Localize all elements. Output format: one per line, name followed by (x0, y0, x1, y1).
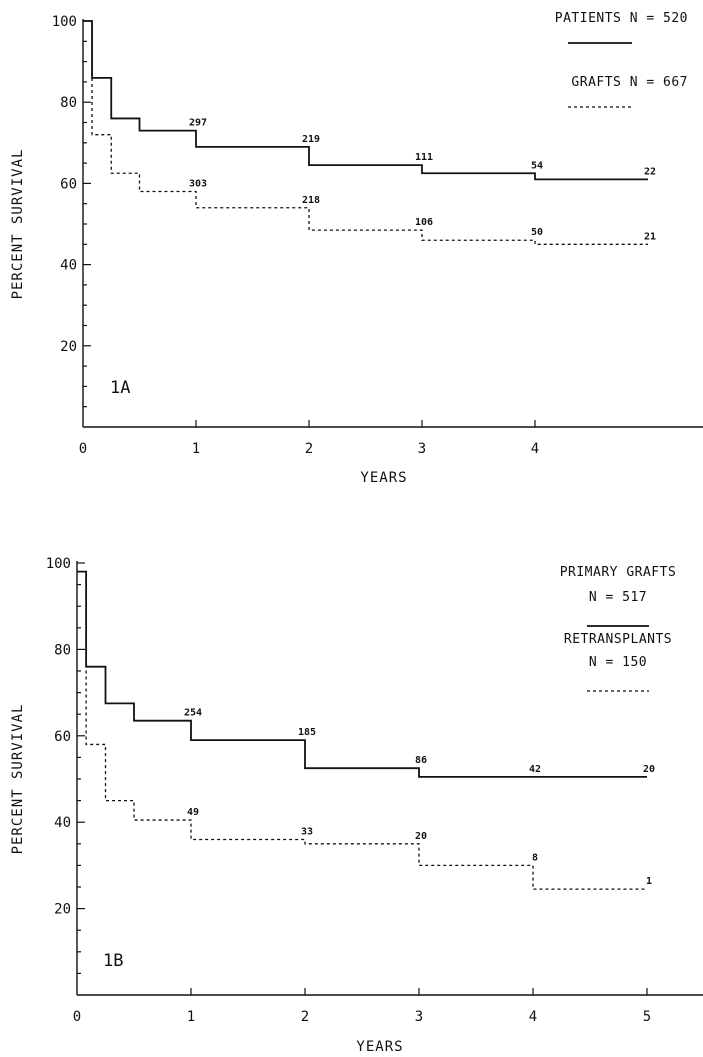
chart-1b-legend: PRIMARY GRAFTS N = 517 RETRANSPLANTS N = 15… (560, 565, 677, 692)
chart-1b-x-tick-label: 3 (415, 1009, 423, 1025)
chart-1b-y-tick-label: 20 (54, 902, 71, 918)
chart-1a-series-grafts-risk-label: 303 (189, 179, 207, 190)
chart-1a-x-tick-label: 0 (79, 441, 87, 457)
chart-1b-series-primary-grafts-risk-label: 42 (529, 764, 541, 775)
chart-1a: 20 40 60 80 100 0 1 2 3 4 YEARS PERCENT SURVIVAL 1A 2… (10, 11, 703, 486)
chart-1b-series-retransplants-risk-label: 1 (646, 876, 652, 887)
chart-1b-legend-retransplants-label: RETRANSPLANTS (564, 632, 672, 647)
chart-1b-x-tick-label: 1 (187, 1009, 195, 1025)
chart-1b-x-axis-label: YEARS (356, 1039, 403, 1055)
chart-1b-series-retransplants-line (77, 570, 647, 890)
chart-1a-series-patients-risk-label: 297 (189, 118, 207, 129)
chart-1a-y-tick-label: 100 (52, 14, 77, 30)
chart-1b-x-tick-label: 2 (301, 1009, 309, 1025)
chart-1a-series-grafts-risk-label: 50 (531, 227, 543, 238)
chart-1a-series-patients-risk-label: 219 (302, 134, 320, 145)
chart-1a-x-tick-label: 1 (192, 441, 200, 457)
chart-1b-legend-primary-grafts-label: PRIMARY GRAFTS (560, 565, 677, 580)
chart-1b-y-axis-label: PERCENT SURVIVAL (10, 704, 26, 855)
chart-1b: 20 40 60 80 100 0 1 2 3 4 5 YEARS PERCENT SURVIVAL 1B… (10, 556, 703, 1055)
chart-1b-y-tick-label: 100 (46, 556, 71, 572)
chart-1a-y-tick-label: 60 (60, 176, 77, 192)
chart-1b-legend-retransplants-count: N = 150 (589, 655, 647, 670)
chart-1a-series-patients-risk-label: 22 (644, 166, 656, 177)
chart-1b-x-tick-label: 4 (529, 1009, 537, 1025)
chart-1b-y-tick-label: 40 (54, 815, 71, 831)
chart-1a-x-tick-label: 3 (418, 441, 426, 457)
chart-1a-series-grafts-risk-label: 106 (415, 217, 433, 228)
chart-1a-y-tick-label: 20 (60, 339, 77, 355)
chart-1a-series-patients-risk-label: 54 (531, 160, 543, 171)
chart-1b-panel-label: 1B (103, 951, 123, 971)
chart-1a-series-grafts-line (83, 20, 648, 245)
chart-1b-x-tick-label: 5 (643, 1009, 651, 1025)
chart-1a-legend: PATIENTS N = 520 GRAFTS N = 667 (555, 11, 688, 108)
chart-1b-series-retransplants-risk-label: 49 (187, 807, 199, 818)
chart-1a-series-grafts-risk-label: 21 (644, 231, 656, 242)
chart-1a-x-tick-label: 4 (531, 441, 539, 457)
chart-1b-series-primary-grafts-line (77, 570, 647, 778)
chart-1b-series-primary-grafts-risk-label: 20 (643, 764, 655, 775)
chart-1a-legend-grafts-label: GRAFTS N = 667 (571, 75, 688, 90)
chart-1b-y-tick-label: 80 (54, 642, 71, 658)
chart-1a-y-axis-label: PERCENT SURVIVAL (10, 149, 26, 300)
chart-1a-series-grafts-risk-label: 218 (302, 195, 320, 206)
chart-1b-series-retransplants-risk-label: 20 (415, 831, 427, 842)
chart-1a-x-tick-label: 2 (305, 441, 313, 457)
chart-1a-series-patients-line (83, 20, 648, 181)
chart-1a-panel-label: 1A (110, 378, 130, 398)
chart-1b-series-retransplants-risk-label: 8 (532, 852, 538, 863)
chart-1a-y-tick-label: 80 (60, 95, 77, 111)
chart-1a-legend-patients-label: PATIENTS N = 520 (555, 11, 688, 26)
chart-1b-series-retransplants-risk-label: 33 (301, 826, 313, 837)
chart-1b-y-tick-label: 60 (54, 729, 71, 745)
chart-1b-x-tick-label: 0 (73, 1009, 81, 1025)
chart-1b-legend-primary-grafts-count: N = 517 (589, 590, 647, 605)
chart-1a-x-axis-label: YEARS (360, 470, 407, 486)
chart-1b-series-primary-grafts-risk-label: 185 (298, 727, 316, 738)
chart-1b-series-primary-grafts-risk-label: 254 (184, 708, 202, 719)
chart-1a-y-tick-label: 40 (60, 258, 77, 274)
chart-1b-series-primary-grafts-risk-label: 86 (415, 755, 427, 766)
chart-1a-series-patients-risk-label: 111 (415, 152, 433, 163)
